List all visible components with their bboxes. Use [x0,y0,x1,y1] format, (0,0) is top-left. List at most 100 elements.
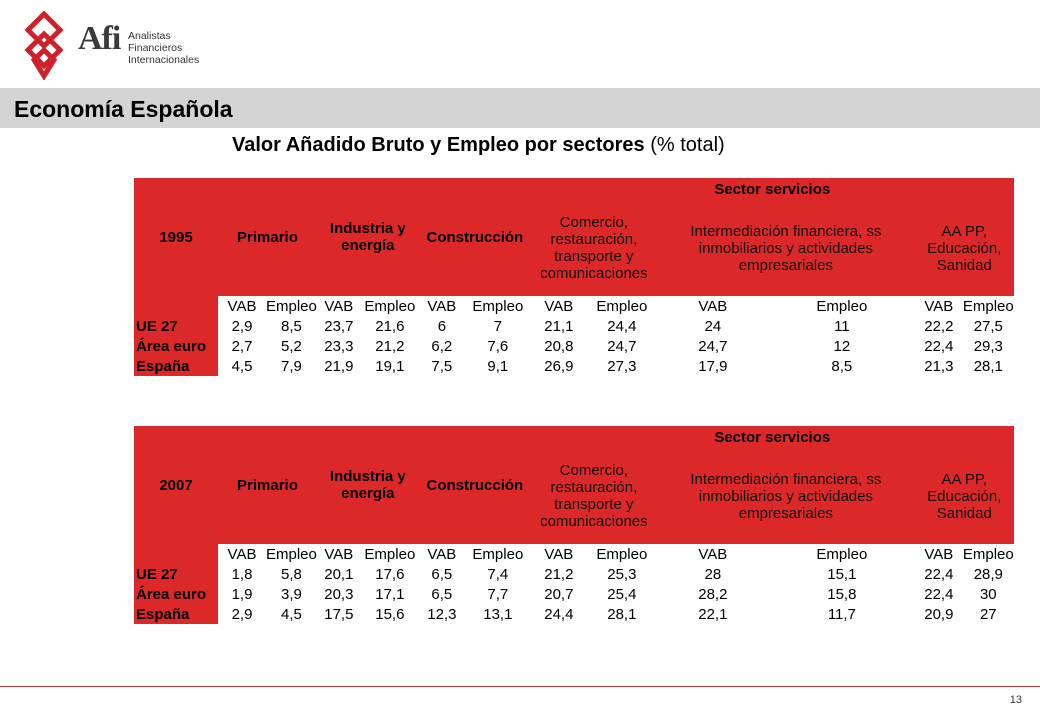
section-title: Economía Española [14,96,233,122]
row-label: España [134,604,218,624]
footer-line [0,686,1040,687]
row-label: España [134,356,218,376]
value-cell: 6,5 [431,565,453,583]
table-row: UE 27 1,8 5,8 20,1 17,6 6,5 7,4 21,2 25,3 28 15,1 2… [134,564,1014,584]
value-cell: 26,9 [544,357,574,375]
value-cell: 20,9 [924,605,954,623]
header-comercio: Comercio, restauración, transporte y comuni… [530,448,657,544]
value-cell: 24,7 [607,337,637,355]
value-cell: 7,9 [281,357,302,375]
header-sector-servicios: Sector servicios [530,426,1014,448]
value-cell: 21,2 [375,337,405,355]
value-cell: 22,2 [924,317,954,335]
value-cell: 7,6 [487,337,509,355]
value-cell: 5,2 [281,337,302,355]
value-cell: 6,5 [431,585,453,603]
subheader-cell: VAB [427,545,457,563]
subheader-cell: VAB [544,297,574,315]
header-comercio: Comercio, restauración, transporte y comuni… [530,200,657,296]
subheader-cell: VAB [698,545,728,563]
value-cell: 3,9 [281,585,302,603]
value-cell: 23,3 [324,337,354,355]
value-cell: 28,9 [973,565,1003,583]
table-row: España 2,9 4,5 17,5 15,6 12,3 13,1 24,4 28,1 22,1… [134,604,1014,624]
value-cell: 5,8 [281,565,302,583]
value-cell: 21,2 [544,565,574,583]
subheader-cell: Empleo [266,545,317,563]
section-bar [0,88,1040,128]
subtitle-unit: (% total) [644,134,725,156]
value-cell: 7 [493,317,503,335]
value-cell: 27 [979,605,997,623]
value-cell: 2,9 [231,605,253,623]
value-cell: 22,4 [924,565,954,583]
value-cell: 17,6 [375,565,405,583]
value-cell: 11 [834,317,850,335]
subheader-cell: Empleo [364,545,416,563]
value-cell: 6 [437,317,447,335]
value-cell: 13,1 [483,605,513,623]
header-intermediacion: Intermediación financiera, ss inmobiliari… [656,448,915,544]
header-aapp: AA PP, Educación, Sanidad [914,200,1014,296]
value-cell: 15,6 [375,605,405,623]
value-cell: 30 [979,585,997,603]
value-cell: 25,4 [607,585,637,603]
header-aapp: AA PP, Educación, Sanidad [914,448,1014,544]
header-sector-servicios: Sector servicios [530,178,1014,200]
slide-subtitle: Valor Añadido Bruto y Empleo por sectore… [232,134,725,157]
header-intermediacion: Intermediación financiera, ss inmobiliari… [656,200,915,296]
value-cell: 15,8 [827,585,857,603]
value-cell: 11,7 [827,605,856,623]
value-cell: 7,4 [487,565,509,583]
subheader-cell: VAB [544,545,574,563]
subheader-cell: Empleo [472,545,524,563]
subheader-cell: VAB [924,545,954,563]
value-cell: 12,3 [427,605,457,623]
value-cell: 7,7 [487,585,509,603]
value-cell: 2,9 [231,317,253,335]
logo-wordmark: Afi [78,20,121,57]
value-cell: 22,1 [698,605,728,623]
value-cell: 20,1 [324,565,354,583]
value-cell: 17,1 [375,585,405,603]
afi-logo-icon [24,10,64,81]
value-cell: 28,2 [698,585,728,603]
row-label: Área euro [134,584,218,604]
header-industria: Industria y energía [316,178,419,296]
subheader-cell: Empleo [596,545,648,563]
row-label: Área euro [134,336,218,356]
value-cell: 4,5 [281,605,302,623]
header-blank [134,544,218,564]
subheader-cell: Empleo [266,297,317,315]
subheader-cell: Empleo [962,545,1014,563]
subheader-cell: VAB [227,297,257,315]
subheader-cell: VAB [427,297,457,315]
value-cell: 21,1 [544,317,574,335]
value-cell: 27,3 [607,357,637,375]
logo-tagline: Analistas Financieros Internacionales [128,30,200,66]
subtitle-main: Valor Añadido Bruto y Empleo por sectore… [232,134,645,156]
value-cell: 4,5 [231,357,253,375]
year-cell: 2007 [134,426,218,544]
afi-logo: Afi Analistas Financieros Internacionale… [22,10,202,82]
subheader-cell: Empleo [962,297,1014,315]
header-primario: Primario [218,426,317,544]
value-cell: 9,1 [487,357,509,375]
table-row: Área euro 1,9 3,9 20,3 17,1 6,5 7,7 20,7 25,4 28,… [134,584,1014,604]
value-cell: 20,3 [324,585,354,603]
value-cell: 28 [704,565,722,583]
subheader-cell: VAB [324,297,354,315]
value-cell: 8,5 [281,317,302,335]
value-cell: 19,1 [375,357,405,375]
table-row: Área euro 2,7 5,2 23,3 21,2 6,2 7,6 20,8 24,7 24,… [134,336,1014,356]
row-label: UE 27 [134,564,218,584]
value-cell: 21,3 [924,357,954,375]
value-cell: 24 [704,317,722,335]
value-cell: 21,9 [324,357,354,375]
value-cell: 20,8 [544,337,574,355]
value-cell: 7,5 [431,357,453,375]
value-cell: 23,7 [324,317,354,335]
subheader-cell: VAB [698,297,728,315]
value-cell: 22,4 [924,585,954,603]
header-primario: Primario [218,178,317,296]
